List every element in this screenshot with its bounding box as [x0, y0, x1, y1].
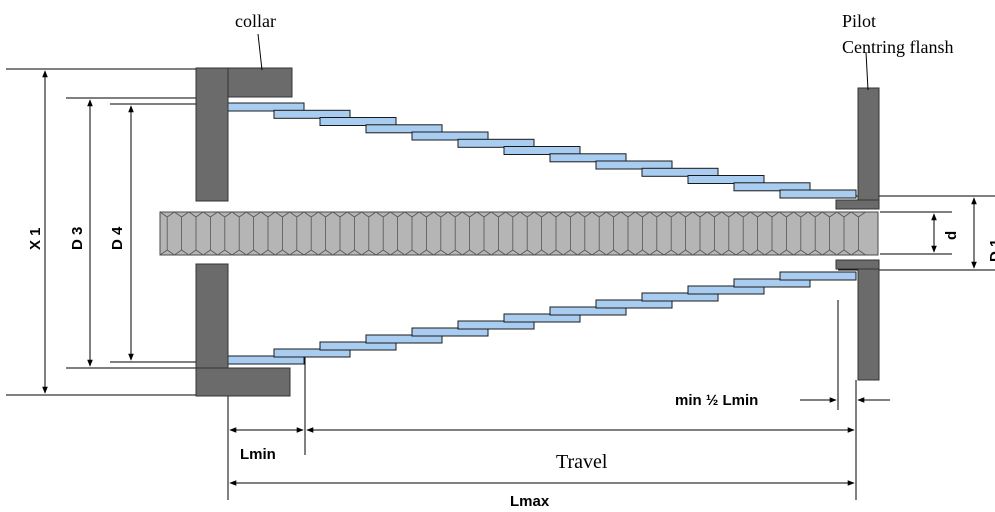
d4-label: D 4 — [109, 226, 126, 250]
telescopic-stage-plate — [319, 117, 397, 126]
spindle-fold — [332, 211, 348, 256]
x1-label: X 1 — [27, 227, 44, 250]
telescopic-stage-plate — [273, 109, 351, 119]
d-label: d — [943, 231, 960, 240]
telescopic-stage-plate — [549, 153, 627, 163]
telescopic-stage-plate — [779, 271, 857, 281]
spindle-fold — [476, 211, 492, 256]
spindle-fold — [692, 211, 708, 256]
spindle-fold — [735, 211, 751, 256]
horizontal-dimensions — [229, 397, 890, 486]
spindle-fold — [433, 211, 449, 256]
telescopic-stage-plate — [319, 341, 397, 351]
telescopic-stage-plate — [687, 285, 765, 295]
telescopic-stage-plate — [687, 175, 765, 184]
spindle-fold — [174, 211, 190, 256]
spindle-fold — [764, 211, 780, 256]
pilot-leader-line — [865, 51, 869, 91]
spindle-fold — [505, 211, 521, 256]
spindle-fold — [562, 211, 578, 256]
spindle-fold — [750, 211, 766, 256]
spindle-fold — [778, 211, 794, 256]
pilot-label: Pilot — [842, 11, 876, 31]
spindle-fold — [591, 211, 607, 256]
spindle-fold — [346, 211, 362, 256]
telescopic-stage-plate — [365, 124, 443, 134]
telescopic-stage-plate — [549, 306, 627, 316]
spindle-fold — [836, 211, 852, 256]
telescopic-stage-plate — [503, 146, 581, 155]
telescopic-stage-plate — [503, 313, 581, 323]
spindle-fold — [620, 211, 636, 256]
spindle-fold — [721, 211, 737, 256]
travel-label: Travel — [556, 451, 608, 473]
extension-lines — [6, 68, 995, 500]
lmin-label: Lmin — [240, 446, 276, 463]
telescopic-stage-plate — [457, 320, 535, 330]
telescopic-stages-bottom — [227, 271, 857, 365]
telescopic-stage-plate — [457, 138, 535, 148]
telescopic-stage-plate — [779, 189, 857, 199]
telescopic-stage-plate — [595, 299, 673, 309]
telescopic-stages-top — [227, 102, 857, 199]
min-half-lmin-label: min ½ Lmin — [675, 392, 758, 409]
telescopic-stage-plate — [641, 167, 719, 177]
spindle-fold — [390, 211, 406, 256]
spindle-fold — [246, 211, 262, 256]
spindle-fold — [447, 211, 463, 256]
spindle-fold — [850, 211, 866, 256]
spindle-fold — [375, 211, 391, 256]
spindle-fold — [361, 211, 377, 256]
spindle-fold — [462, 211, 478, 256]
spindle-fold — [634, 211, 650, 256]
telescopic-stage-plate — [365, 334, 443, 344]
spindle-fold — [793, 211, 809, 256]
spindle-fold — [418, 211, 434, 256]
spindle-fold — [577, 211, 593, 256]
spindle-fold — [649, 211, 665, 256]
spindle-fold — [289, 211, 305, 256]
centring-flange-label: Centring flansh — [842, 37, 953, 57]
spindle-fold — [188, 211, 204, 256]
spindle-fold — [706, 211, 722, 256]
spindle-fold — [663, 211, 679, 256]
spindle-fold — [606, 211, 622, 256]
spindle-fold — [534, 211, 550, 256]
collar — [195, 67, 293, 397]
spindle-fold — [202, 211, 218, 256]
spindle — [159, 211, 879, 256]
spindle-fold — [404, 211, 420, 256]
spindle-fold — [490, 211, 506, 256]
vertical-dimensions — [42, 70, 977, 394]
d3-label: D 3 — [69, 227, 86, 250]
centring-flange — [835, 87, 880, 381]
collar-leader-line — [257, 33, 263, 71]
telescopic-stage-plate — [595, 160, 673, 170]
telescopic-stage-plate — [733, 182, 811, 192]
telescopic-stage-plate — [733, 278, 811, 288]
spindle-fold — [260, 211, 276, 256]
d1-label: D 1 — [987, 239, 995, 262]
spindle-fold — [822, 211, 838, 256]
spindle-fold — [303, 211, 319, 256]
lmax-label: Lmax — [510, 493, 550, 510]
spindle-fold — [217, 211, 233, 256]
spindle-fold — [519, 211, 535, 256]
telescopic-stage-plate — [273, 348, 351, 358]
spindle-fold — [231, 211, 247, 256]
spindle-fold — [274, 211, 290, 256]
telescopic-stage-plate — [411, 327, 489, 337]
spindle-fold — [678, 211, 694, 256]
telescopic-stage-plate — [411, 131, 489, 141]
spindle-fold — [318, 211, 334, 256]
collar-label: collar — [235, 11, 276, 31]
telescopic-stage-plate — [641, 292, 719, 302]
spindle-fold — [548, 211, 564, 256]
spindle-fold — [159, 211, 175, 256]
spindle-fold — [807, 211, 823, 256]
